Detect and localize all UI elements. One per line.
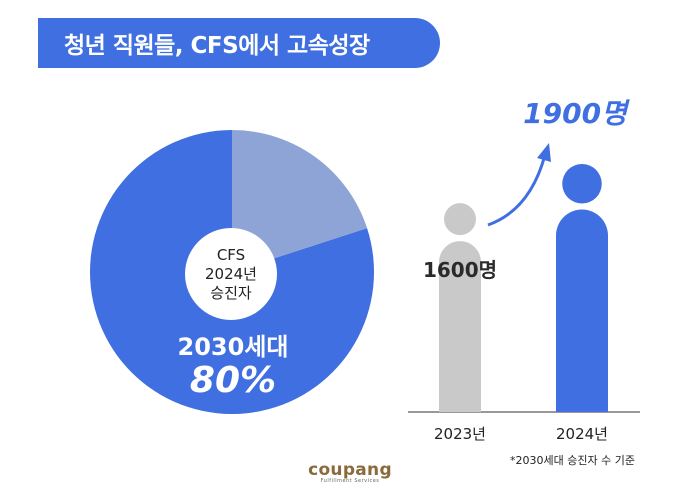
bar-head-2023년 (444, 203, 476, 236)
pie-center-line-2: 2024년 (205, 264, 257, 283)
page-title: 청년 직원들, CFS에서 고속성장 (64, 33, 370, 59)
pie-center-line-1: CFS (216, 245, 246, 264)
pie-slice-label: 2030세대 (177, 333, 289, 361)
pie-slice-percent: 80% (189, 360, 277, 401)
growth-arrow-head (537, 143, 551, 162)
bar-value-2023: 1600명 (422, 258, 498, 282)
bar-body-2023년 (439, 241, 481, 412)
growth-arrow (487, 154, 547, 227)
bar-category-2023: 2023년 (434, 425, 486, 443)
bar-body-2024년 (556, 209, 608, 412)
pie-center-label: CFS 2024년 승진자 (185, 228, 277, 320)
logo-word: coupang (308, 460, 392, 480)
pie-slice-other (232, 130, 368, 272)
pie-center-line-3: 승진자 (210, 283, 252, 302)
title-banner (38, 18, 440, 68)
coupang-logo: coupang Fulfillment Services (300, 460, 400, 484)
logo-subtitle: Fulfillment Services (320, 478, 380, 484)
footnote: *2030세대 승진자 수 기준 (510, 454, 635, 467)
bar-chart (439, 164, 608, 412)
bar-value-2024: 1900명 (523, 97, 627, 130)
bar-head-2024년 (562, 164, 602, 204)
bar-category-2024: 2024년 (556, 425, 608, 443)
